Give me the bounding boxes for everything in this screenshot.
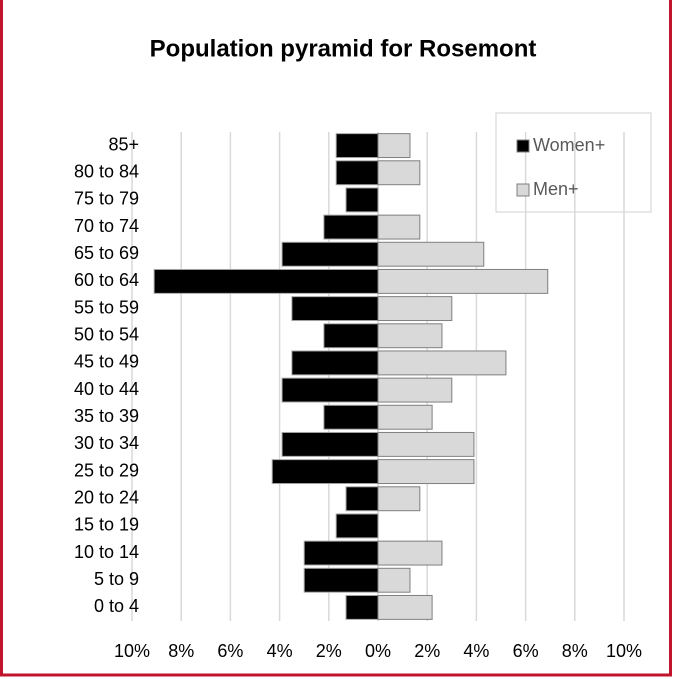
bar bbox=[303, 540, 379, 566]
y-tick-label: 70 to 74 bbox=[74, 216, 139, 236]
y-tick-label: 40 to 44 bbox=[74, 379, 139, 399]
bar bbox=[345, 187, 379, 213]
y-tick-label: 45 to 49 bbox=[74, 352, 139, 372]
bar bbox=[345, 486, 379, 512]
x-tick-label: 2% bbox=[316, 641, 342, 661]
bar bbox=[377, 431, 475, 457]
bar bbox=[345, 594, 379, 620]
bar bbox=[377, 567, 411, 593]
bar bbox=[281, 431, 379, 457]
bar bbox=[323, 323, 379, 349]
x-tick-label: 8% bbox=[562, 641, 588, 661]
bar bbox=[377, 350, 507, 376]
bar bbox=[291, 296, 379, 322]
y-tick-label: 10 to 14 bbox=[74, 542, 139, 562]
x-tick-label: 0% bbox=[365, 641, 391, 661]
x-tick-label: 6% bbox=[513, 641, 539, 661]
y-tick-label: 25 to 29 bbox=[74, 460, 139, 480]
x-tick-label: 6% bbox=[217, 641, 243, 661]
bar bbox=[377, 486, 421, 512]
bar bbox=[377, 404, 433, 430]
bar bbox=[377, 160, 421, 186]
x-tick-label: 4% bbox=[267, 641, 293, 661]
x-tick-label: 8% bbox=[168, 641, 194, 661]
bar bbox=[271, 459, 379, 485]
y-tick-label: 30 to 34 bbox=[74, 433, 139, 453]
bar bbox=[281, 377, 379, 403]
bar bbox=[377, 133, 411, 159]
y-tick-label: 5 to 9 bbox=[94, 569, 139, 589]
y-tick-label: 20 to 24 bbox=[74, 488, 139, 508]
bar bbox=[291, 350, 379, 376]
y-tick-label: 0 to 4 bbox=[94, 596, 139, 616]
y-tick-label: 55 to 59 bbox=[74, 297, 139, 317]
bar bbox=[377, 377, 453, 403]
bar bbox=[303, 567, 379, 593]
legend-swatch bbox=[516, 183, 530, 197]
y-tick-label: 35 to 39 bbox=[74, 406, 139, 426]
bar bbox=[377, 268, 549, 294]
x-tick-label: 10% bbox=[114, 641, 150, 661]
bar bbox=[335, 133, 379, 159]
y-tick-label: 65 to 69 bbox=[74, 243, 139, 263]
y-tick-label: 75 to 79 bbox=[74, 189, 139, 209]
y-tick-label: 15 to 19 bbox=[74, 515, 139, 535]
bar bbox=[377, 540, 443, 566]
x-tick-label: 10% bbox=[606, 641, 642, 661]
bar bbox=[335, 513, 379, 539]
bar bbox=[377, 459, 475, 485]
bar bbox=[377, 241, 485, 267]
bar bbox=[377, 323, 443, 349]
bar bbox=[323, 404, 379, 430]
y-tick-label: 60 to 64 bbox=[74, 270, 139, 290]
y-tick-label: 50 to 54 bbox=[74, 325, 139, 345]
legend-label: Men+ bbox=[533, 179, 579, 199]
bar bbox=[281, 241, 379, 267]
bar bbox=[323, 214, 379, 240]
chart-title: Population pyramid for Rosemont bbox=[150, 35, 537, 62]
bar bbox=[377, 296, 453, 322]
bar bbox=[377, 594, 433, 620]
x-tick-label: 4% bbox=[463, 641, 489, 661]
legend-label: Women+ bbox=[533, 135, 605, 155]
y-tick-label: 80 to 84 bbox=[74, 162, 139, 182]
bar bbox=[153, 268, 379, 294]
legend-swatch bbox=[516, 139, 530, 153]
bar bbox=[377, 214, 421, 240]
x-tick-label: 2% bbox=[414, 641, 440, 661]
y-tick-label: 85+ bbox=[108, 134, 139, 154]
bar bbox=[335, 160, 379, 186]
